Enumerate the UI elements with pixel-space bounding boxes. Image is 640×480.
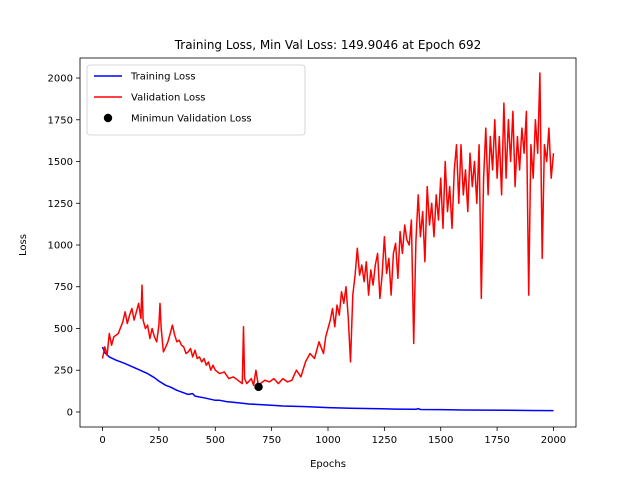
x-tick-label: 250	[149, 435, 168, 446]
y-tick-label: 1500	[48, 157, 73, 168]
y-tick-label: 1000	[48, 241, 73, 252]
legend: Training Loss Validation Loss Minimun Vali…	[86, 64, 306, 136]
y-tick-label: 250	[54, 366, 73, 377]
training-loss-line	[101, 346, 554, 412]
legend-label-minimun-validation-loss: Minimun Validation Loss	[131, 114, 252, 125]
legend-swatch-minimun-validation-loss	[103, 113, 113, 123]
y-tick-label: 500	[54, 324, 73, 335]
x-tick-label: 1500	[428, 435, 453, 446]
y-tick-label: 750	[54, 282, 73, 293]
x-tick-label: 1000	[315, 435, 340, 446]
x-tick-label: 2000	[541, 435, 566, 446]
x-tick-label: 1250	[372, 435, 397, 446]
legend-label-training-loss: Training Loss	[130, 72, 196, 83]
y-axis-label: Loss	[18, 234, 29, 256]
validation-loss-line	[101, 72, 555, 388]
chart-title: Training Loss, Min Val Loss: 149.9046 at…	[174, 38, 482, 52]
min-validation-loss-marker	[254, 382, 263, 392]
y-tick-label: 1750	[48, 115, 73, 126]
y-tick-label: 1250	[48, 199, 73, 210]
x-axis-label: Epochs	[310, 459, 346, 470]
x-tick-label: 500	[206, 435, 225, 446]
x-tick-label: 750	[262, 435, 281, 446]
y-tick-label: 2000	[48, 74, 73, 85]
x-tick-label: 0	[99, 435, 105, 446]
legend-label-validation-loss: Validation Loss	[131, 93, 206, 104]
legend-box	[86, 64, 306, 136]
x-tick-label: 1750	[484, 435, 509, 446]
plot-area: 0 250 500 750 1000 1250 1500 1750 2000 0 250 500 750…	[48, 57, 577, 446]
y-tick-label: 0	[67, 407, 73, 418]
